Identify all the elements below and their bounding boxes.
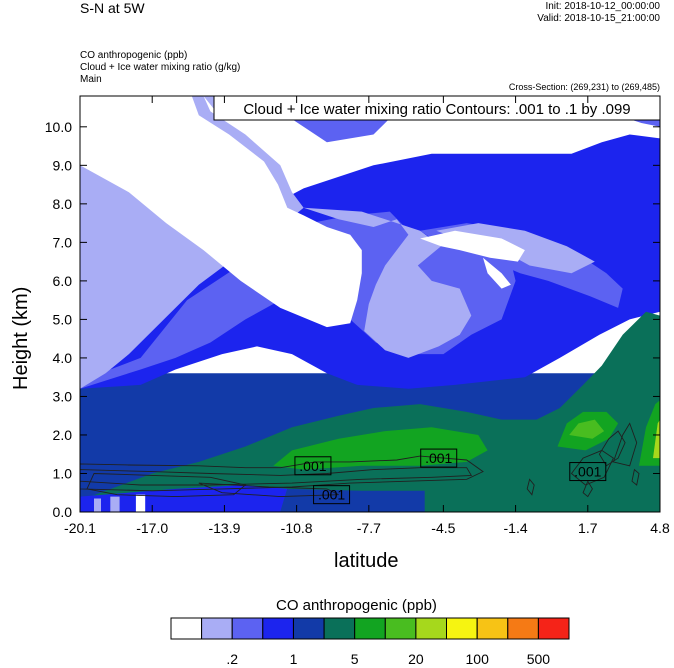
cloud-contour-8 — [582, 480, 593, 498]
co-region-12 — [483, 257, 511, 289]
init-time: Init: 2018-10-12_00:00:00 — [545, 1, 660, 12]
cloud-contour-3 — [198, 482, 339, 498]
co-region-21 — [94, 498, 101, 512]
contour-labels: .001 .001 .001 .001 — [294, 448, 607, 505]
colorbar-swatch — [231, 617, 264, 640]
contour-label-text: .001 — [425, 450, 452, 466]
cloud-contour-6 — [612, 422, 638, 467]
colorbar-label: 5 — [351, 651, 359, 667]
co-region-7 — [303, 207, 472, 358]
cloud-contour-9 — [526, 478, 535, 496]
contour-title-box: Cloud + Ice water mixing ratio Contours:… — [213, 95, 661, 121]
y-tick-label: 1.0 — [53, 465, 73, 481]
x-tick-label: -4.5 — [431, 520, 455, 536]
co-region-17 — [569, 419, 605, 439]
cross-section-label: Cross-Section: (269,231) to (269,485) — [508, 82, 660, 92]
y-tick-label: 3.0 — [53, 388, 73, 404]
y-axis-label: Height (km) — [10, 286, 32, 390]
x-tick-label: -17.0 — [136, 520, 168, 536]
cloud-contour-7 — [631, 468, 640, 486]
x-tick-label: -20.1 — [64, 520, 96, 536]
x-axis-ticks: -20.1 -17.0 -13.9 -10.8 -7.7 -4.5 -1.4 1.7 4.8 — [64, 96, 670, 536]
colorbar-swatch — [170, 617, 203, 640]
contour-label-text: .001 — [318, 487, 345, 503]
colorbar-label: 100 — [466, 651, 490, 667]
co-region-14 — [273, 427, 488, 470]
co-region-11 — [420, 230, 525, 262]
co-region-18 — [653, 419, 660, 459]
colorbar-swatch — [446, 617, 478, 640]
colorbar-label: 500 — [527, 651, 551, 667]
contour-label-text: .001 — [574, 464, 601, 480]
x-tick-label: -10.8 — [281, 520, 313, 536]
co-region-23 — [135, 494, 146, 512]
y-tick-label: 4.0 — [53, 350, 73, 366]
x-tick-label: 4.8 — [650, 520, 670, 536]
x-tick-label: 1.7 — [578, 520, 598, 536]
colorbar-swatch — [262, 617, 294, 640]
y-tick-label: 2.0 — [53, 427, 73, 443]
co-region-13 — [80, 311, 660, 512]
contour-label-3: .001 — [569, 462, 607, 482]
colorbar: .2 1 5 20 100 500 — [170, 617, 570, 667]
field-description-domain: Main — [80, 74, 102, 85]
y-tick-label: 8.0 — [53, 196, 73, 212]
co-region-20 — [280, 488, 425, 512]
colorbar-swatch — [384, 617, 417, 640]
cloud-contour-2 — [86, 473, 247, 498]
y-tick-label: 0.0 — [53, 504, 73, 520]
colorbar-swatch — [415, 617, 447, 640]
co-region-22 — [110, 496, 120, 512]
x-tick-label: -1.4 — [504, 520, 528, 536]
co-region-19 — [80, 485, 288, 512]
y-tick-label: 6.0 — [53, 273, 73, 289]
field-description-co: CO anthropogenic (ppb) — [80, 50, 188, 61]
plot-title: S-N at 5W — [80, 0, 145, 16]
contour-label-text: .001 — [299, 458, 326, 474]
cloud-contour-5 — [598, 430, 626, 467]
field-description-cloud: Cloud + Ice water mixing ratio (g/kg) — [80, 62, 241, 73]
y-tick-label: 10.0 — [45, 119, 72, 135]
colorbar-label: 1 — [290, 651, 298, 667]
colorbar-swatch — [507, 617, 539, 640]
cloud-contour-1 — [80, 467, 473, 486]
co-region-10 — [80, 96, 362, 328]
colorbar-swatch — [323, 617, 356, 640]
x-axis-label: latitude — [334, 550, 399, 572]
colorbar-swatch — [354, 617, 386, 640]
colorbar-label: .2 — [226, 651, 238, 667]
colorbar-swatch — [201, 617, 233, 640]
cloud-contour-4 — [570, 449, 614, 486]
cloud-contour-0 — [80, 455, 484, 492]
y-tick-label: 7.0 — [53, 234, 73, 250]
co-field-regions — [80, 96, 660, 512]
y-tick-label: 5.0 — [53, 311, 73, 327]
colorbar-swatch — [293, 617, 325, 640]
contour-label-0: .001 — [294, 456, 332, 476]
colorbar-swatch — [537, 617, 570, 640]
x-tick-label: -7.7 — [357, 520, 381, 536]
colorbar-label: 20 — [408, 651, 424, 667]
colorbar-swatch — [476, 617, 509, 640]
contour-label-2: .001 — [313, 485, 351, 505]
colorbar-title: CO anthropogenic (ppb) — [276, 597, 437, 614]
x-tick-label: -13.9 — [208, 520, 240, 536]
valid-time: Valid: 2018-10-15_21:00:00 — [537, 13, 660, 24]
cloud-contours — [80, 422, 640, 498]
contour-label-1: .001 — [420, 448, 458, 468]
y-axis-ticks: 0.0 1.0 2.0 3.0 4.0 5.0 6.0 7.0 8.0 9.0 10.0 — [45, 119, 660, 520]
y-tick-label: 9.0 — [53, 157, 73, 173]
contour-title: Cloud + Ice water mixing ratio Contours:… — [243, 101, 630, 118]
